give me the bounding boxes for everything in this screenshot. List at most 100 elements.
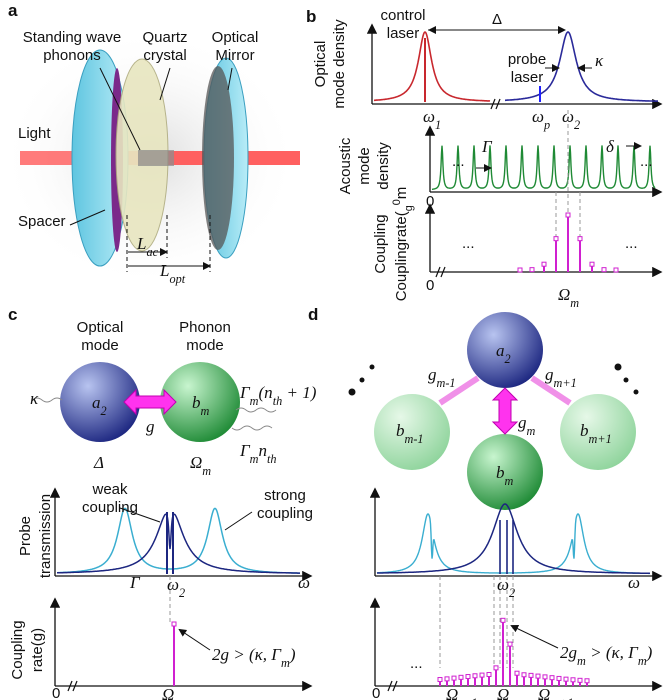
label: δ (606, 137, 615, 156)
shape (493, 665, 499, 671)
label: a2 (92, 393, 107, 418)
label: c (8, 305, 17, 324)
shape (528, 672, 534, 678)
shape (440, 266, 446, 278)
shape (123, 388, 177, 416)
label: ... (462, 235, 475, 252)
text-part: m (201, 404, 210, 418)
text-part: Coupling (372, 214, 389, 273)
label: a2 (496, 341, 511, 366)
text-part: m+1 (554, 376, 577, 390)
label: Spacer (18, 213, 66, 230)
label: Ωm+1 (538, 685, 574, 700)
text-part: Probe (17, 516, 34, 556)
label: g (146, 417, 155, 436)
text-part: laser (387, 25, 420, 42)
text-part: a (92, 393, 101, 412)
text-part: ... (452, 153, 465, 170)
shape (465, 674, 471, 680)
text-part: 1 (435, 118, 441, 132)
label: gm (518, 413, 536, 438)
text-part: + 1) (282, 383, 316, 402)
text-part: Spacer (18, 213, 66, 230)
text-part: Optical (77, 319, 124, 336)
label: 2g > (κ, Γm) (212, 645, 296, 670)
label: κ (30, 389, 39, 408)
text-part: weak (91, 481, 128, 498)
text-part: ω (562, 107, 574, 126)
text-part: th (273, 394, 283, 408)
text-part: transmission (37, 494, 54, 578)
text-part: coupling (257, 505, 313, 522)
label: bm+1 (580, 421, 612, 446)
text-part: 0 (426, 277, 434, 294)
label: mode (186, 337, 224, 354)
text-part: Light (18, 125, 51, 142)
text-part: 0 (426, 193, 434, 210)
label: ... (640, 153, 653, 170)
label: ... (410, 655, 423, 672)
label: laser (511, 69, 544, 86)
text-part: Standing wave (23, 29, 121, 46)
label: ... (452, 153, 465, 170)
label: d (308, 305, 318, 324)
text-part: L (136, 234, 146, 253)
shape (507, 641, 513, 647)
shape (556, 675, 562, 681)
label: a (8, 1, 18, 20)
text-part: ω (497, 575, 509, 594)
text-part: rate( (393, 211, 410, 242)
label: probe (508, 51, 546, 68)
label: ω1 (423, 107, 441, 132)
text-part: Phonon (179, 319, 231, 336)
shape (549, 675, 555, 681)
text-part: m (250, 394, 259, 408)
shape (359, 377, 365, 383)
text-part: 2 (101, 404, 107, 418)
text-part: 2g > (κ, Γ (212, 645, 282, 664)
shape (178, 628, 211, 651)
shape (57, 507, 300, 574)
label: Coupling (372, 214, 389, 273)
text-part: g (545, 365, 554, 384)
text-part: ) (646, 643, 653, 662)
shape (67, 680, 73, 692)
label: Phonon (179, 319, 231, 336)
text-part: strong (264, 487, 306, 504)
text-part: b (192, 393, 201, 412)
label: 0 (372, 685, 380, 700)
text-part: 0 (391, 199, 403, 205)
text-part: ω (298, 573, 310, 592)
text-part: m (174, 696, 183, 700)
text-part: m (281, 656, 290, 670)
text-part: n (259, 441, 268, 460)
label: coupling (82, 499, 138, 516)
text-part: 2 (509, 586, 515, 600)
label: laser (387, 25, 420, 42)
text-part: m (527, 424, 536, 438)
shape (57, 513, 300, 574)
text-part: Ω (558, 285, 570, 304)
text-part: ) (289, 645, 296, 664)
shape (31, 397, 63, 403)
label: ω2 (562, 107, 580, 132)
shape (472, 673, 478, 679)
label: ωp (532, 107, 550, 132)
label: mode (81, 337, 119, 354)
shape (60, 362, 140, 442)
text-part: m+1 (589, 432, 612, 446)
label: ... (625, 235, 638, 252)
label: phonons (43, 47, 101, 64)
text-part: b (580, 421, 589, 440)
shape (613, 267, 619, 273)
label: Γ (129, 573, 141, 592)
label: strong (264, 487, 306, 504)
shape (99, 67, 141, 151)
text-part: 2 (574, 118, 580, 132)
text-part: m (570, 296, 579, 310)
text-part: Ω (446, 685, 458, 700)
shape (570, 677, 576, 683)
text-part: crystal (143, 47, 186, 64)
shape (491, 387, 519, 435)
